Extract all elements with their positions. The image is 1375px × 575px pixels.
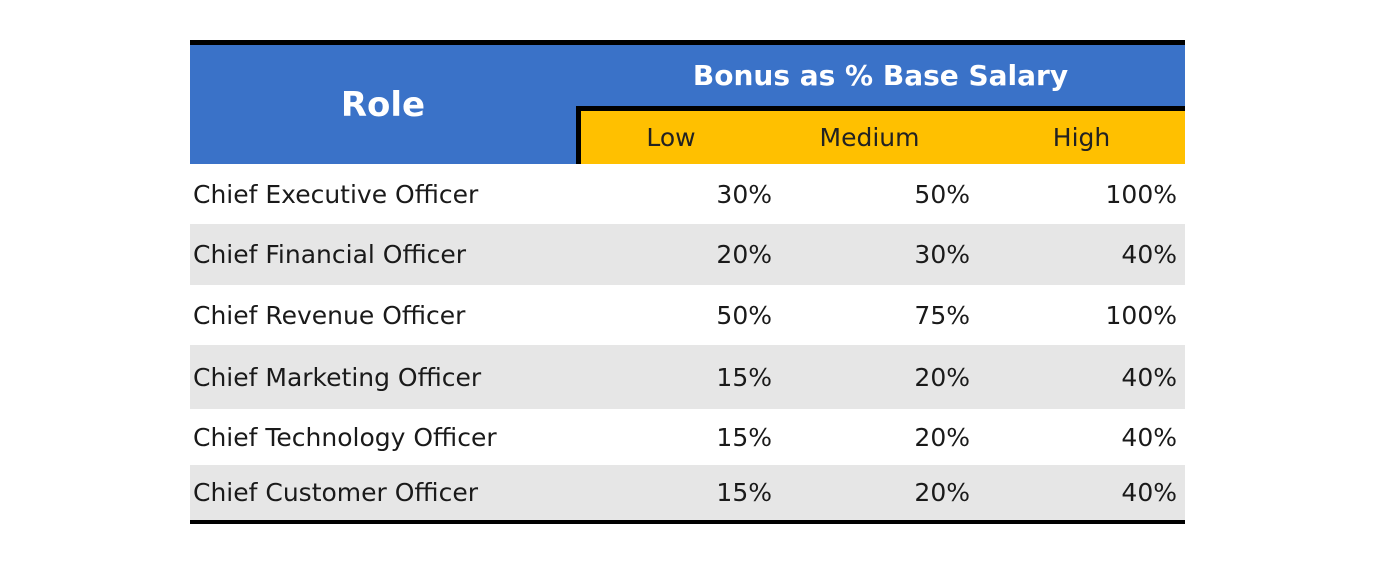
medium-cell: 20% xyxy=(914,422,970,452)
role-cell: Chief Marketing Officer xyxy=(193,362,482,392)
low-cell: 30% xyxy=(716,179,772,209)
medium-cell: 20% xyxy=(914,362,970,392)
bonus-table: Role Bonus as % Base Salary Low Medium H… xyxy=(190,40,1185,524)
role-cell: Chief Technology Officer xyxy=(193,422,497,452)
table-row: Chief Revenue Officer 50% 75% 100% xyxy=(190,285,1185,345)
low-cell: 20% xyxy=(716,240,772,269)
role-cell: Chief Customer Officer xyxy=(193,478,479,507)
medium-cell: 30% xyxy=(914,240,970,269)
role-cell: Chief Executive Officer xyxy=(193,179,479,209)
table-row: Chief Marketing Officer 15% 20% 40% xyxy=(190,345,1185,409)
table-row: Chief Financial Officer 20% 30% 40% xyxy=(190,224,1185,285)
table-row: Chief Executive Officer 30% 50% 100% xyxy=(190,164,1185,224)
high-column-header: High xyxy=(1052,123,1111,152)
medium-column-header: Medium xyxy=(819,123,920,152)
high-cell: 40% xyxy=(1121,422,1177,452)
low-cell: 15% xyxy=(716,422,772,452)
high-cell: 100% xyxy=(1105,300,1177,330)
low-column-header: Low xyxy=(646,123,696,152)
top-rule xyxy=(190,40,1185,45)
table-header: Role Bonus as % Base Salary Low Medium H… xyxy=(190,45,1185,164)
sub-header-row: Low Medium High xyxy=(581,111,1185,164)
table-body: Chief Executive Officer 30% 50% 100% Chi… xyxy=(190,164,1185,520)
medium-cell: 20% xyxy=(914,478,970,507)
high-cell: 40% xyxy=(1121,362,1177,392)
role-cell: Chief Financial Officer xyxy=(193,240,467,269)
low-cell: 15% xyxy=(716,362,772,392)
role-cell: Chief Revenue Officer xyxy=(193,300,466,330)
table-row: Chief Technology Officer 15% 20% 40% xyxy=(190,409,1185,465)
role-column-header: Role xyxy=(340,84,426,125)
medium-cell: 50% xyxy=(914,179,970,209)
table-row: Chief Customer Officer 15% 20% 40% xyxy=(190,465,1185,520)
sub-header-band: Low Medium High xyxy=(576,106,1185,164)
bottom-rule xyxy=(190,520,1185,524)
high-cell: 100% xyxy=(1105,179,1177,209)
bonus-group-header: Bonus as % Base Salary xyxy=(692,59,1069,92)
medium-cell: 75% xyxy=(914,300,970,330)
low-cell: 50% xyxy=(716,300,772,330)
high-cell: 40% xyxy=(1121,240,1177,269)
high-cell: 40% xyxy=(1121,478,1177,507)
low-cell: 15% xyxy=(716,478,772,507)
